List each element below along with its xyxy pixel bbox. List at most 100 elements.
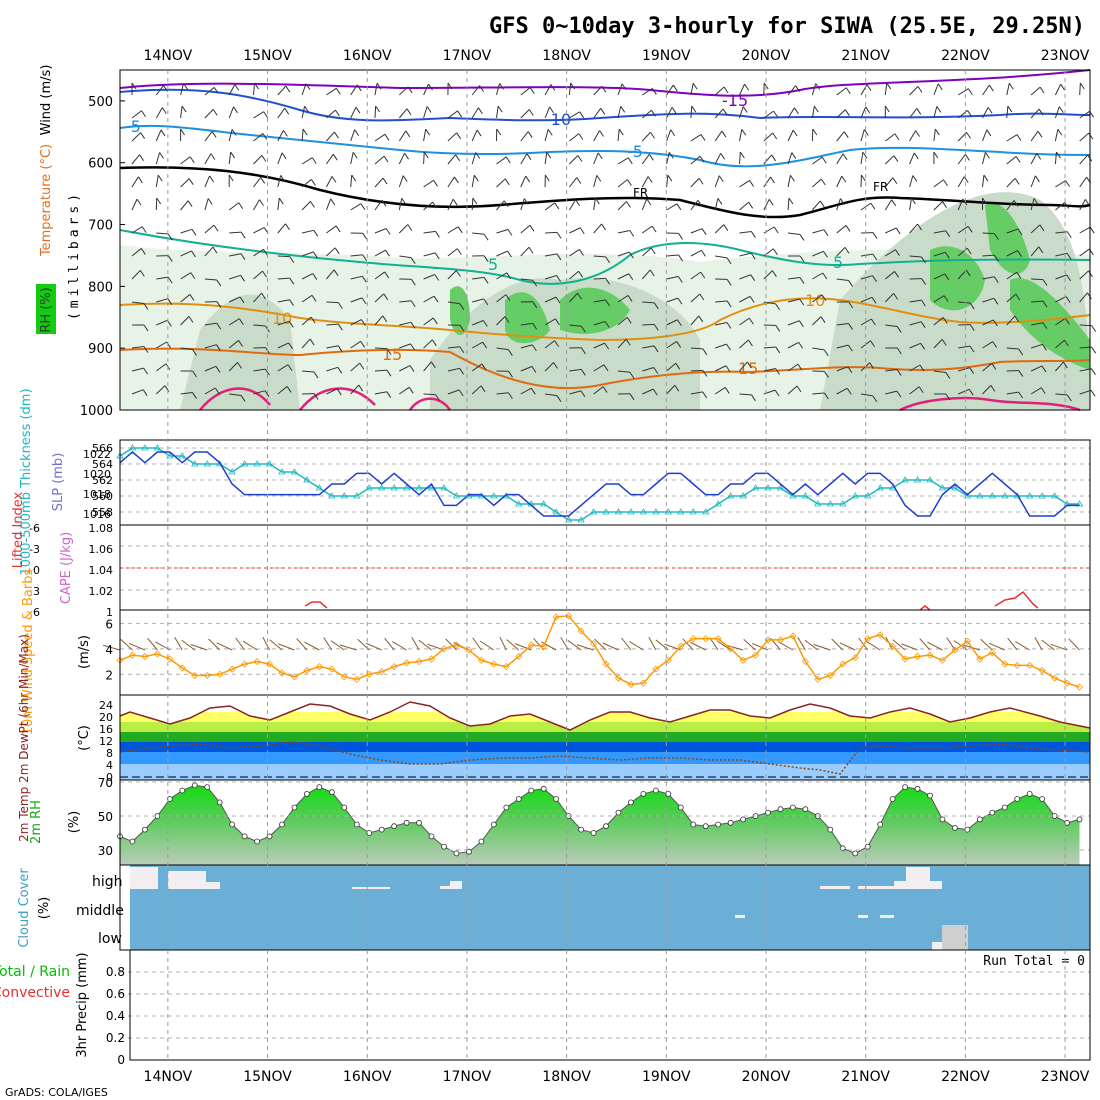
thickness-point xyxy=(602,508,610,515)
wind-barb xyxy=(398,224,409,234)
wind-barb-flag xyxy=(525,175,531,183)
cloud-gap xyxy=(858,886,894,889)
rh2m-point xyxy=(1076,816,1083,823)
wind-barb-flag xyxy=(555,296,561,304)
thickness-tick: 558 xyxy=(92,506,113,519)
wind-barb-flag xyxy=(896,347,902,355)
wind-barb-flag xyxy=(789,174,795,182)
wind-barb xyxy=(642,388,654,395)
wind-barb-flag xyxy=(941,339,947,346)
wind-barb-flag xyxy=(917,86,923,93)
thickness-point xyxy=(539,500,548,507)
wind-barb xyxy=(155,363,167,372)
wind-barb-flag xyxy=(698,177,704,185)
thickness-point xyxy=(976,492,984,499)
wind-barb xyxy=(1079,248,1090,257)
wind-barb-flag xyxy=(618,128,624,136)
thickness-point xyxy=(988,492,997,499)
wind-barb xyxy=(423,201,433,211)
wind10-barb xyxy=(743,639,756,651)
wind-barb-flag xyxy=(167,298,173,305)
cloud-level-label: middle xyxy=(76,903,124,919)
wind-barb xyxy=(204,131,213,142)
wind-barb-flag xyxy=(823,349,829,357)
wind-barb-flag xyxy=(355,106,361,114)
wind-barb xyxy=(982,385,992,395)
wind-barb-flag xyxy=(556,275,561,282)
wind-barb-flag xyxy=(993,276,999,283)
wind-barb xyxy=(715,300,728,303)
wind-barb xyxy=(933,339,943,349)
wind-barb xyxy=(253,199,260,211)
wind-barb-flag xyxy=(653,324,659,331)
thickness-tick: 562 xyxy=(92,474,113,487)
wind-barb-flag xyxy=(435,394,440,401)
wind-barb xyxy=(666,276,679,280)
wind-barb-flag xyxy=(410,278,416,286)
cloud-gap xyxy=(932,942,942,950)
cloud-gap xyxy=(130,867,158,889)
wind-barb-flag xyxy=(723,86,729,94)
wind-barb xyxy=(617,83,623,96)
wind-barb-flag xyxy=(994,254,999,262)
wind-barb xyxy=(860,275,873,280)
wind-barb-flag xyxy=(872,232,878,239)
wind-barb-flag xyxy=(724,387,730,394)
wind-barb-flag xyxy=(431,339,437,347)
wind-barb xyxy=(909,255,922,258)
thickness-point xyxy=(876,484,884,491)
thickness-point xyxy=(353,492,361,499)
wind-barb xyxy=(933,179,944,188)
wind10-point xyxy=(851,654,859,662)
wind-barb-flag xyxy=(302,128,308,136)
wind-barb xyxy=(569,133,580,142)
wind-barb-flag xyxy=(967,226,973,233)
wind-barb-flag xyxy=(649,269,655,277)
wind-barb xyxy=(277,299,290,303)
wind-barb-flag xyxy=(240,253,246,260)
wind-barb xyxy=(666,384,676,395)
wind-barb-flag xyxy=(844,109,850,116)
wind-barb xyxy=(739,83,746,96)
wind-barb xyxy=(472,232,485,235)
thickness-point xyxy=(826,500,835,507)
thickness-label: 1000-500mb Thickness (dm) xyxy=(19,388,34,575)
wind-barb xyxy=(982,84,990,96)
wind-barb-flag xyxy=(233,106,238,114)
contour-label: -5 xyxy=(627,142,643,161)
contour-label: 5 xyxy=(833,253,843,272)
wind-barb-flag xyxy=(1063,361,1068,369)
wind10-point xyxy=(602,660,610,668)
wind-barb-flag xyxy=(893,293,899,300)
t2m-band xyxy=(120,742,1090,752)
wind-barb-flag xyxy=(966,132,971,139)
wind-barb xyxy=(642,225,653,234)
rh2m-point xyxy=(353,821,360,828)
wind-barb xyxy=(544,129,549,142)
wind10-point xyxy=(415,657,423,666)
wind-barb xyxy=(1030,246,1040,257)
rh2m-point xyxy=(889,796,896,802)
date-label: 19NOV xyxy=(642,1069,691,1085)
wind-barb xyxy=(763,270,773,280)
wind-barb xyxy=(301,106,306,119)
wind-barb xyxy=(1079,82,1081,96)
precip-panel: 0.8 0.6 0.4 0.2 0 Run Total = 0 Total / Rain… xyxy=(0,949,1091,1067)
wind-barb xyxy=(1006,134,1018,142)
wind10-barb xyxy=(411,636,420,651)
wind-barb-flag xyxy=(531,344,537,352)
wind-barb-flag xyxy=(556,253,562,261)
temperature-label: Temperature (°C) xyxy=(39,144,54,257)
wind-barb xyxy=(472,276,485,280)
wind-barb-flag xyxy=(896,326,902,333)
wind-barb-flag xyxy=(549,106,555,114)
wind-barb-flag xyxy=(872,395,878,403)
thickness-point xyxy=(191,460,199,467)
wind-barb xyxy=(787,197,790,211)
wind-barb-flag xyxy=(625,338,631,346)
thickness-point xyxy=(328,492,336,499)
wind-barb-flag xyxy=(476,129,482,137)
wind-barb-flag xyxy=(213,224,219,232)
wind-barb xyxy=(1079,226,1091,234)
upper-wind-barbs xyxy=(131,82,1097,403)
